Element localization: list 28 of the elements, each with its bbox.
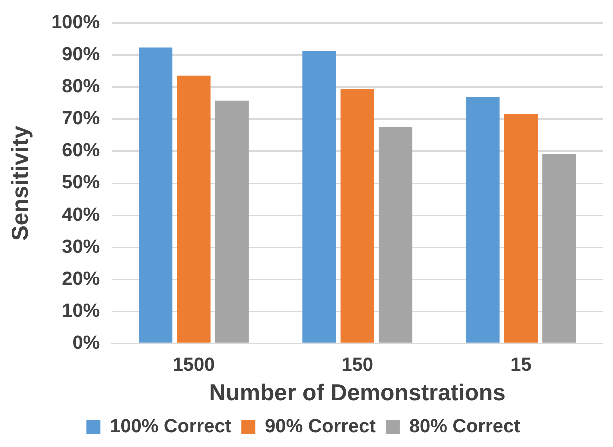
bar [215,100,249,343]
y-tick-label: 30% [62,236,100,258]
y-tick-label: 60% [62,140,100,162]
y-axis-title: Sensitivity [7,126,34,242]
legend-label: 100% Correct [110,416,232,438]
legend-label: 90% Correct [265,416,377,438]
x-tick-label: 15 [510,355,532,376]
y-tick-label: 20% [62,268,100,290]
x-tick-label: 1500 [172,355,216,376]
bar [139,48,173,343]
x-axis-title: Number of Demonstrations [209,380,506,406]
y-tick-label: 80% [62,76,100,98]
y-tick-label: 10% [62,300,100,322]
y-tick-label: 100% [52,12,100,34]
bar [177,76,211,343]
bar [378,127,413,343]
y-tick-label: 70% [62,108,100,130]
legend-label: 80% Correct [409,416,522,438]
y-tick-label: 40% [62,204,100,226]
y-tick-label: 0% [72,332,100,354]
bar [340,89,374,343]
bar [504,114,538,343]
y-tick-label: 90% [62,44,100,66]
bar [542,154,576,343]
bar [302,51,336,343]
x-tick-label: 150 [342,355,374,376]
bar [466,97,500,343]
y-tick-label: 50% [62,172,100,194]
